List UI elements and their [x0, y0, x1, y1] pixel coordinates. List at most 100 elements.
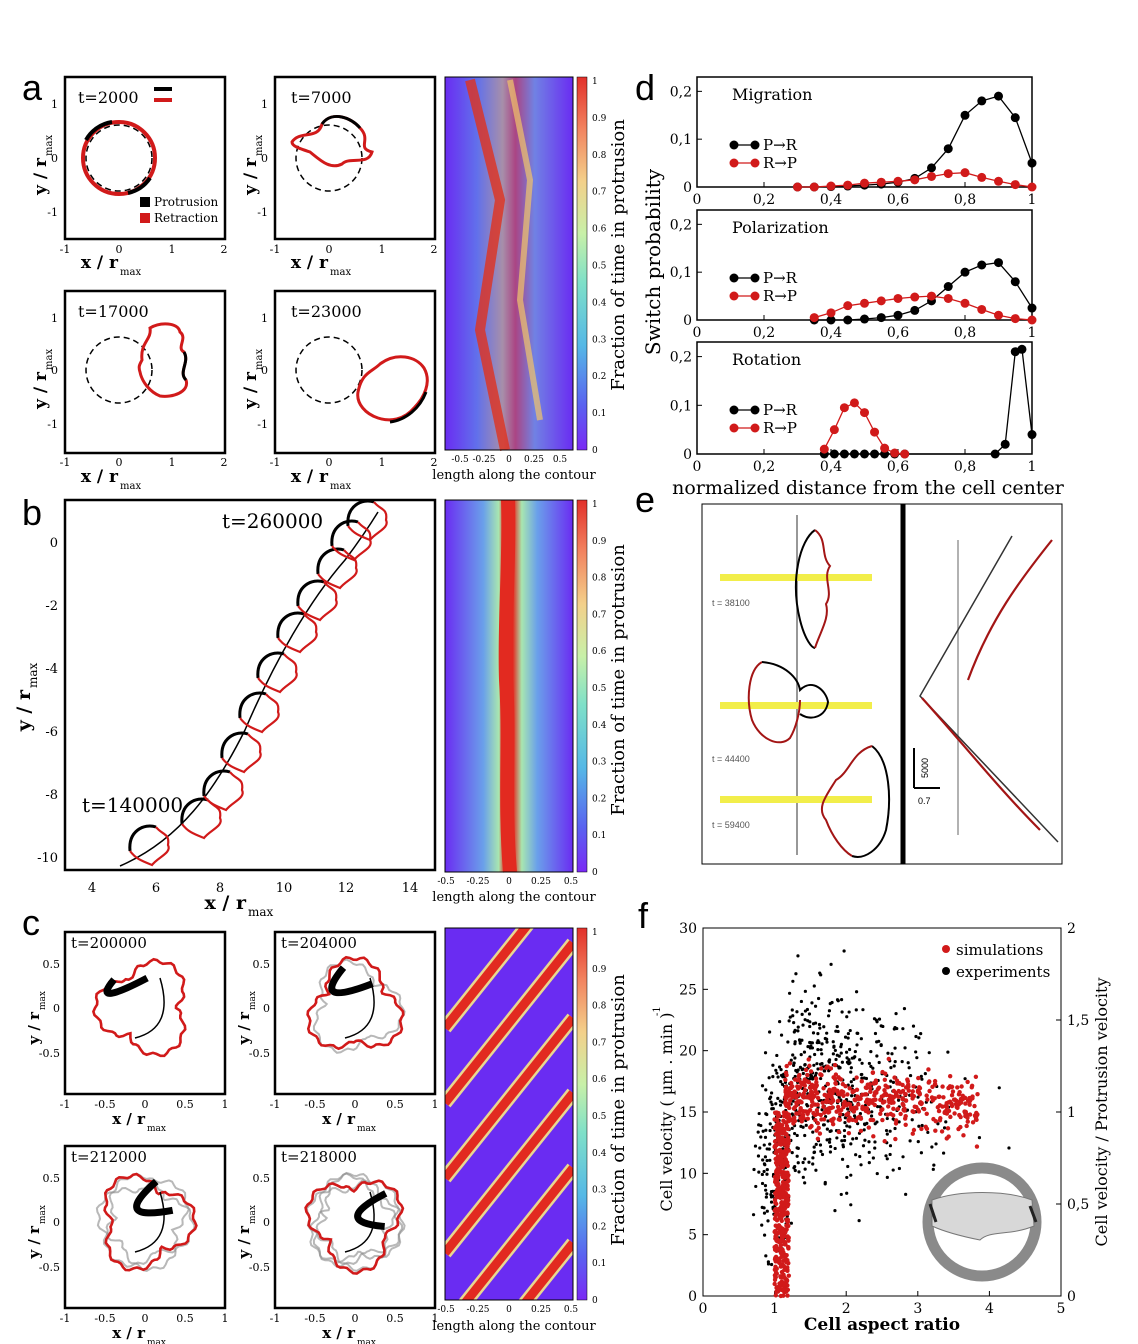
experiment-point — [831, 1052, 835, 1056]
xtick: 2 — [221, 243, 228, 256]
protrusion-segment — [354, 1190, 388, 1230]
experiment-point — [790, 1151, 794, 1155]
simulation-point — [936, 1108, 942, 1114]
simulation-point — [839, 1089, 844, 1094]
x-axis-sub: max — [147, 1124, 166, 1134]
retraction-contour — [747, 661, 801, 744]
experiment-point — [871, 1066, 875, 1070]
thin-protrusion-line — [134, 1191, 165, 1253]
legend-marker — [729, 405, 739, 415]
simulation-point — [778, 1264, 784, 1269]
simulation-point — [773, 1223, 778, 1228]
experiment-point — [807, 1012, 812, 1016]
experiment-point — [768, 1097, 772, 1101]
experiment-point — [873, 1031, 878, 1036]
simulation-point — [969, 1085, 974, 1090]
data-point — [1027, 158, 1037, 168]
xtick: 0,2 — [753, 192, 775, 208]
experiment-point — [865, 1121, 869, 1126]
initial-contour — [295, 336, 363, 404]
past-contour — [309, 1171, 404, 1264]
ytick: -0.5 — [39, 1261, 60, 1274]
experiment-point — [919, 1151, 923, 1155]
simulation-point — [772, 1144, 777, 1150]
experiment-point — [776, 1075, 780, 1079]
experiment-point — [820, 1042, 824, 1046]
simulation-point — [782, 1274, 787, 1280]
colorbar-tick: 0.3 — [592, 1186, 607, 1196]
experiment-point — [801, 1023, 805, 1027]
experiment-point — [825, 1031, 829, 1035]
simulation-point — [941, 1095, 946, 1100]
experiment-point — [763, 1135, 768, 1139]
experiment-point — [814, 1142, 818, 1146]
experiment-point — [835, 998, 840, 1002]
simulation-point — [836, 1108, 841, 1113]
simulation-point — [772, 1281, 777, 1287]
simulation-point — [891, 1106, 896, 1112]
cell-contour — [81, 120, 157, 196]
simulation-point — [916, 1075, 921, 1081]
xtick: 0 — [352, 1312, 359, 1325]
simulation-point — [783, 1070, 789, 1076]
simulation-point — [779, 1158, 784, 1163]
simulation-point — [873, 1080, 878, 1085]
chart-title: Rotation — [732, 350, 801, 369]
experiment-point — [793, 1168, 797, 1173]
initial-contour — [85, 336, 153, 404]
colorbar-tick: 0.8 — [592, 574, 607, 584]
simulation-point — [965, 1115, 970, 1120]
simulation-point — [802, 1088, 808, 1093]
ytick: 0.5 — [253, 958, 271, 971]
experiment-point — [849, 1203, 853, 1207]
time-label: t = 59400 — [712, 820, 750, 830]
data-point — [994, 310, 1003, 320]
experiment-point — [859, 1037, 863, 1041]
simulation-point — [795, 1086, 801, 1091]
experiment-point — [757, 1170, 761, 1174]
colorbar-tick: 0.2 — [592, 372, 606, 382]
colorbar-tick: 0.1 — [592, 409, 606, 419]
cell-contour — [304, 1179, 405, 1275]
x-axis-label: x / r — [322, 1324, 356, 1342]
simulation-point — [892, 1075, 897, 1080]
experiment-point — [790, 1112, 794, 1116]
ytick: -1 — [47, 418, 58, 431]
experiment-point — [761, 1158, 765, 1162]
experiment-point — [884, 1128, 889, 1133]
simulation-point — [845, 1111, 851, 1116]
experiment-point — [871, 1156, 875, 1160]
experiment-point — [820, 1152, 825, 1157]
simulation-point — [774, 1201, 779, 1207]
y-axis-sub: max — [38, 991, 48, 1010]
experiment-point — [840, 1010, 844, 1014]
simulation-point — [799, 1100, 804, 1105]
simulation-point — [821, 1117, 827, 1122]
y-axis-label-group: y / r max — [241, 349, 265, 410]
experiment-point — [843, 1120, 847, 1125]
time-label: t=17000 — [78, 302, 149, 321]
time-label: t=2000 — [78, 88, 139, 107]
ytick: -6 — [45, 725, 58, 740]
experiment-point — [862, 1128, 866, 1132]
simulation-point — [812, 1102, 818, 1107]
cell-shape-sequence — [128, 499, 388, 867]
experiment-point — [803, 1157, 807, 1161]
experiment-point — [828, 1129, 832, 1133]
colorbar-ticks: 1 0.9 0.8 0.7 0.6 0.5 0.4 0.3 0.2 0.1 0 — [592, 77, 607, 456]
stripe — [445, 940, 573, 1106]
data-point — [870, 427, 880, 437]
simulation-point — [871, 1134, 876, 1139]
simulation-point — [777, 1141, 782, 1147]
x-axis-label: x / r — [322, 1110, 356, 1128]
experiment-point — [873, 1146, 877, 1150]
simulation-point — [773, 1156, 778, 1162]
data-point — [826, 308, 836, 318]
simulation-point — [900, 1088, 906, 1094]
experiment-point — [763, 1184, 768, 1188]
xtick: 0.5 — [564, 1305, 579, 1315]
retraction-contour — [814, 529, 832, 649]
simulation-point — [821, 1086, 826, 1091]
panel-a-plot-1: t=2000 Protrusion Retraction 1 0 -1 -1 0… — [31, 75, 228, 278]
